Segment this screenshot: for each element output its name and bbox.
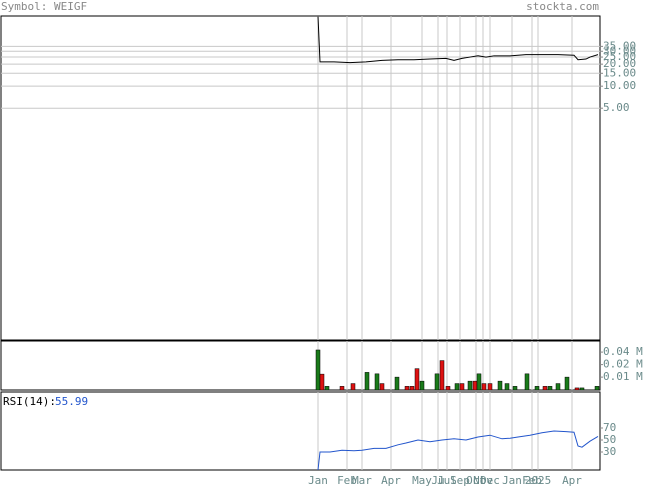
volume-bar (315, 349, 321, 391)
volume-bar (524, 373, 530, 391)
rsi-label: RSI(14): (3, 395, 56, 408)
x-tick-label: 2025 (525, 474, 552, 486)
volume-bar (379, 383, 385, 391)
x-tick-label: Mar (352, 474, 372, 486)
volume-bar (414, 368, 420, 391)
y-tick-label: 25.00 (603, 50, 636, 63)
volume-bar (555, 383, 561, 391)
volume-bar (476, 373, 482, 391)
volume-bar (547, 386, 553, 391)
x-tick-label: Oct (466, 474, 486, 486)
symbol-title: Symbol: WEIGF (1, 0, 87, 13)
volume-bar (472, 380, 478, 391)
panel-frame (0, 340, 601, 391)
panel-frame (0, 391, 601, 471)
x-tick-label: Jan (502, 474, 522, 486)
volume-bar (409, 386, 415, 391)
volume-bar (534, 386, 540, 391)
volume-bar (497, 380, 503, 391)
y-tick-label: 35.00 (603, 39, 636, 52)
x-tick-label: Sep (450, 474, 470, 486)
volume-bar (324, 386, 330, 391)
x-tick-label: Jan (308, 474, 328, 486)
y-tick-label: 70 (603, 421, 616, 434)
rsi-current: 55.99 (55, 395, 88, 408)
x-tick-label: Apr (562, 474, 582, 486)
x-tick-label: May (412, 474, 432, 486)
volume-bar (504, 383, 510, 391)
volume-bar (350, 383, 356, 391)
series-line (317, 16, 599, 64)
volume-bar (459, 383, 465, 391)
y-tick-label: 50 (603, 433, 616, 446)
y-tick-label: 0.04 M (603, 345, 643, 358)
volume-bar (319, 373, 325, 391)
y-tick-label: 0.02 M (603, 358, 643, 371)
x-tick-label: Ju (431, 474, 444, 486)
x-tick-label: Dec (480, 474, 500, 486)
x-tick-label: Jul (437, 474, 457, 486)
volume-bar (512, 386, 518, 391)
volume-bar (434, 373, 440, 391)
volume-bar (487, 383, 493, 391)
volume-bar (454, 383, 460, 391)
volume-bar (445, 386, 451, 391)
volume-bar (394, 376, 400, 391)
volume-bar (574, 387, 580, 391)
y-tick-label: 20.00 (603, 57, 636, 70)
volume-bar (439, 360, 445, 391)
y-tick-label: 30.00 (603, 44, 636, 57)
x-tick-label: Nov (473, 474, 493, 486)
volume-bar (594, 386, 600, 391)
volume-bar (467, 380, 473, 391)
volume-bar (579, 387, 585, 391)
y-tick-label: 5.00 (603, 101, 630, 114)
x-tick-label: Feb (522, 474, 542, 486)
volume-bar (374, 373, 380, 391)
series-line (317, 430, 599, 471)
y-tick-label: 15.00 (603, 66, 636, 79)
y-tick-label: 10.00 (603, 79, 636, 92)
source-label: stockta.com (526, 0, 599, 13)
volume-bar (419, 380, 425, 391)
volume-bar (339, 386, 345, 391)
y-tick-label: 0.01 M (603, 370, 643, 383)
y-tick-label: 30 (603, 445, 616, 458)
volume-bar (542, 386, 548, 391)
x-tick-label: Apr (381, 474, 401, 486)
panel-frame (0, 15, 601, 341)
volume-bar (481, 383, 487, 391)
volume-bar (364, 372, 370, 391)
x-tick-label: Feb (337, 474, 357, 486)
volume-bar (564, 376, 570, 391)
volume-bar (404, 386, 410, 391)
